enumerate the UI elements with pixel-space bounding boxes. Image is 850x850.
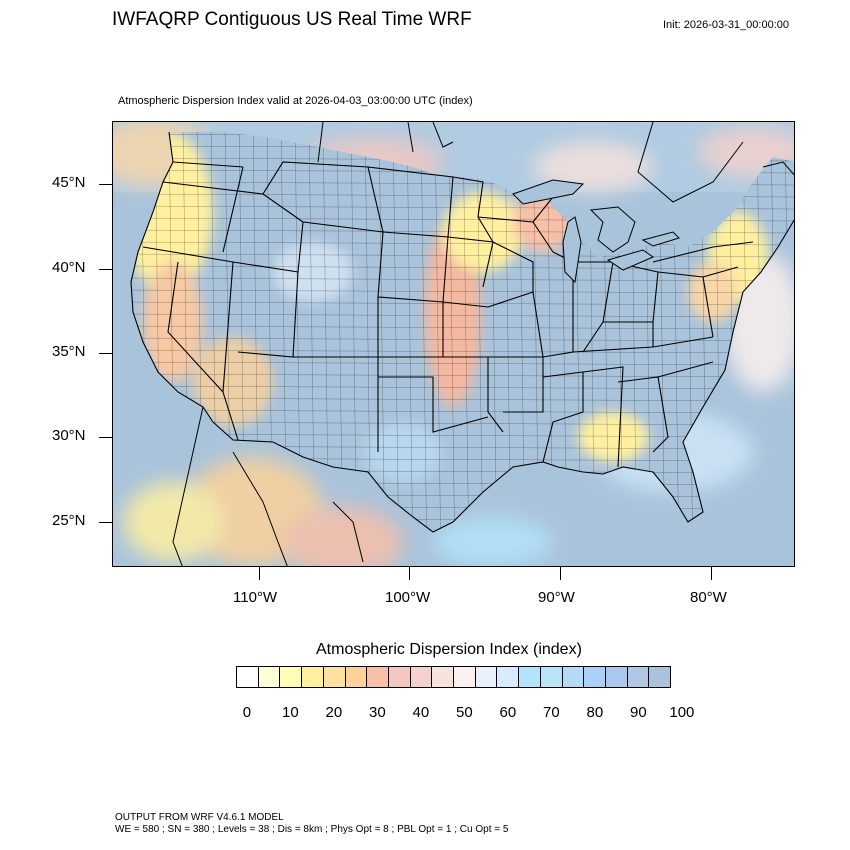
colorbar-tick-label: 40 bbox=[412, 704, 430, 721]
colorbar-cell bbox=[454, 667, 476, 687]
colorbar-cell bbox=[367, 667, 389, 687]
valid-time-subtitle: Atmospheric Dispersion Index valid at 20… bbox=[118, 95, 473, 107]
plot-title: IWFAQRP Contiguous US Real Time WRF bbox=[112, 9, 472, 30]
state-borders bbox=[130, 131, 794, 533]
colorbar-cell bbox=[323, 667, 346, 687]
colorbar-cell bbox=[410, 667, 433, 687]
colorbar-tick-label: 90 bbox=[630, 704, 647, 721]
colorbar-tick-label: 70 bbox=[543, 704, 560, 721]
colorbar-cell bbox=[388, 667, 411, 687]
colorbar-cell bbox=[258, 667, 281, 687]
great-lakes bbox=[512, 179, 680, 284]
lon-tick bbox=[560, 567, 561, 580]
lat-label-30: 30°N bbox=[52, 427, 86, 444]
colorbar-tick-label: 80 bbox=[586, 704, 604, 721]
colorbar-cell bbox=[584, 667, 606, 687]
colorbar-cell bbox=[540, 667, 563, 687]
colorbar-cell bbox=[475, 667, 498, 687]
colorbar-tick-label: 50 bbox=[456, 704, 473, 721]
colorbar-cell bbox=[345, 667, 368, 687]
lon-label-100: 100°W bbox=[385, 589, 431, 606]
colorbar-cell bbox=[302, 667, 324, 687]
colorbar-cell bbox=[432, 667, 455, 687]
colorbar-tick-label: 60 bbox=[499, 704, 517, 721]
lat-label-40: 40°N bbox=[52, 259, 86, 276]
legend-title: Atmospheric Dispersion Index (index) bbox=[316, 641, 582, 658]
lat-tick bbox=[99, 269, 112, 270]
lat-label-25: 25°N bbox=[52, 512, 86, 529]
model-info-line2: WE = 580 ; SN = 380 ; Levels = 38 ; Dis … bbox=[115, 824, 509, 835]
colorbar-cell bbox=[562, 667, 585, 687]
lat-label-45: 45°N bbox=[52, 174, 86, 191]
colorbar-tick-label: 20 bbox=[325, 704, 343, 721]
colorbar-cell bbox=[280, 667, 303, 687]
colorbar-cell bbox=[497, 667, 520, 687]
colorbar-tick-label: 0 bbox=[242, 704, 252, 721]
colorbar-cell bbox=[519, 667, 541, 687]
colorbar bbox=[236, 666, 671, 688]
map-panel bbox=[112, 121, 795, 567]
lat-tick bbox=[99, 522, 112, 523]
lon-tick bbox=[259, 567, 260, 580]
lon-label-110: 110°W bbox=[233, 589, 278, 606]
colorbar-cell bbox=[649, 667, 671, 687]
lat-label-35: 35°N bbox=[52, 343, 86, 360]
colorbar-tick-label: 30 bbox=[369, 704, 386, 721]
lon-label-90: 90°W bbox=[538, 589, 575, 606]
colorbar-cell bbox=[237, 667, 259, 687]
lat-tick bbox=[99, 437, 112, 438]
colorbar-tick-label: 10 bbox=[282, 704, 299, 721]
lon-label-80: 80°W bbox=[690, 589, 727, 606]
colorbar-cell bbox=[605, 667, 628, 687]
colorbar-tick-label: 100 bbox=[669, 704, 695, 721]
model-info-line1: OUTPUT FROM WRF V4.6.1 MODEL bbox=[115, 812, 284, 823]
map-graphic bbox=[113, 122, 794, 566]
lat-tick bbox=[99, 184, 112, 185]
colorbar-cell bbox=[627, 667, 650, 687]
lon-tick bbox=[711, 567, 712, 580]
lon-tick bbox=[409, 567, 410, 580]
init-time: Init: 2026-03-31_00:00:00 bbox=[663, 19, 789, 31]
lat-tick bbox=[99, 353, 112, 354]
